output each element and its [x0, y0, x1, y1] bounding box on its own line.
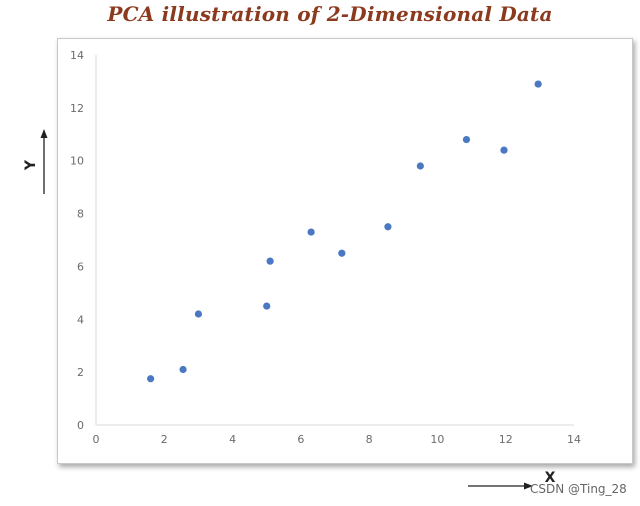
x-tick-label: 2 [161, 433, 168, 446]
data-points [147, 80, 542, 383]
x-tick-labels: 0 2 4 6 8 10 12 14 [93, 433, 582, 446]
x-tick-label: 4 [229, 433, 236, 446]
plot-axes [95, 55, 574, 426]
y-tick-label: 6 [77, 260, 84, 273]
data-point [307, 228, 315, 236]
data-point [384, 223, 392, 231]
x-tick-label: 0 [93, 433, 100, 446]
y-tick-labels: 0 2 4 6 8 10 12 14 [70, 49, 84, 432]
y-tick-label: 12 [70, 102, 84, 115]
data-point [338, 249, 346, 257]
y-tick-label: 2 [77, 366, 84, 379]
data-point [179, 365, 187, 374]
chart-title: PCA illustration of 2-Dimensional Data [107, 2, 553, 26]
x-tick-label: 10 [430, 433, 444, 446]
x-tick-label: 8 [366, 433, 373, 446]
x-axis-label: X [545, 470, 556, 486]
x-tick-label: 14 [567, 433, 581, 446]
y-tick-label: 8 [77, 208, 84, 221]
data-point [416, 162, 424, 170]
watermark: CSDN @Ting_28 [530, 482, 627, 496]
y-axis-label: Y [23, 159, 39, 171]
data-point [263, 302, 271, 310]
data-point [147, 375, 155, 383]
y-tick-label: 0 [77, 419, 84, 432]
y-tick-label: 14 [70, 49, 84, 62]
data-point [500, 146, 508, 154]
chart-frame [57, 38, 633, 464]
y-tick-label: 4 [77, 313, 84, 326]
data-point [266, 257, 274, 265]
y-axis-arrowhead [40, 129, 48, 138]
x-axis-arrowhead [524, 482, 533, 490]
x-tick-label: 12 [499, 433, 513, 446]
y-tick-label: 10 [70, 155, 84, 168]
data-point [462, 135, 471, 144]
data-point [194, 310, 203, 318]
x-tick-label: 6 [297, 433, 304, 446]
data-point [534, 80, 542, 88]
